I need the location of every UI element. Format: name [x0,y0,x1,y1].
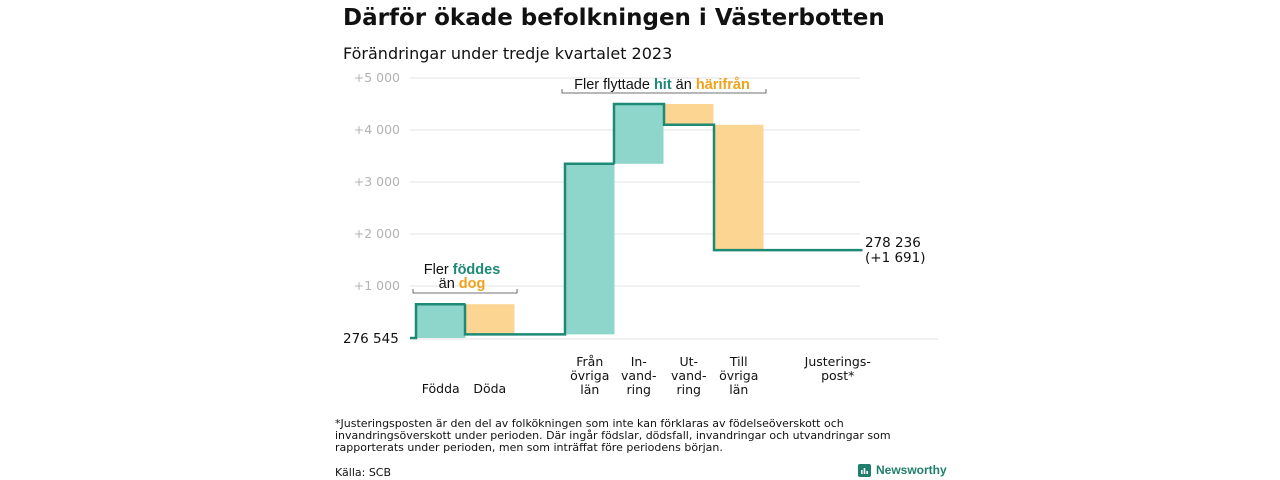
category-label: övriga [719,368,758,383]
chart-title: Därför ökade befolkningen i Västerbotten [343,5,885,31]
births-annotation-line1: Fler föddes [424,262,501,278]
brand-logo: Newsworthy [858,463,947,477]
y-tick-label: +1 000 [354,278,400,293]
end-value-label: 278 236 [865,235,921,251]
bar-2 [465,304,515,335]
source-label: Källa: SCB [335,466,392,479]
category-label: ring [627,382,651,397]
category-label: län [729,382,748,397]
migration-annotation-bracket [561,89,767,94]
category-label: Justerings- [804,354,871,369]
newsworthy-icon [858,463,871,477]
y-axis-ticks: +1 000 +2 000 +3 000 +4 000 +5 000 [354,70,400,293]
running-total-line [410,102,863,340]
category-labels: Födda DödaFrånövrigalänIn-vand-ringUt-van… [422,354,871,397]
migration-annotation: Fler flyttade hit än härifrån [574,77,750,93]
y-tick-label: +4 000 [354,122,400,137]
category-label: Från [576,354,603,369]
waterfall-chart: +1 000 +2 000 +3 000 +4 000 +5 000 Födda Döda… [343,70,938,397]
bar-6 [714,124,764,251]
start-value-label: 276 545 [343,331,399,347]
end-change-label: (+1 691) [865,250,926,266]
bar-5 [664,104,714,125]
y-tick-label: +5 000 [354,70,400,85]
category-label: In- [631,354,647,369]
births-annotation-line2: än dog [439,276,486,292]
footnote: *Justeringsposten är den del av folkökni… [335,417,891,454]
category-label: ring [677,382,701,397]
category-label: övriga [570,368,609,383]
category-label: Till [729,354,748,369]
brand-name: Newsworthy [876,463,947,477]
bar-4 [614,104,664,164]
bars [416,104,764,338]
category-label: Ut- [679,354,698,369]
category-label: vand- [621,368,656,383]
category-label: Döda [473,381,506,396]
bar-1 [416,304,466,338]
running-total-step-line [410,102,863,340]
category-label: vand- [671,368,706,383]
y-tick-label: +3 000 [354,174,400,189]
value-labels: 276 545 278 236(+1 691) [343,235,926,347]
births-annotation-bracket [412,289,518,294]
bar-3 [565,163,615,335]
y-tick-label: +2 000 [354,226,400,241]
category-label: post* [821,368,854,383]
chart-subtitle: Förändringar under tredje kvartalet 2023 [343,44,673,63]
category-label: Födda [422,381,460,396]
category-label: län [580,382,599,397]
